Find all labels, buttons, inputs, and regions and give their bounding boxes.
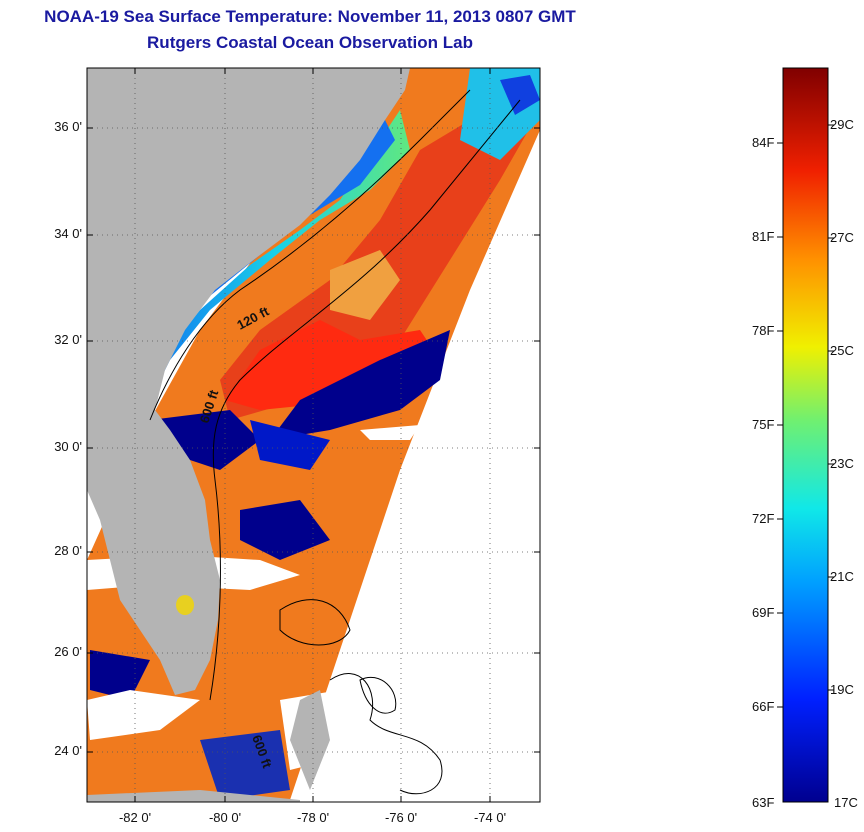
map-subtitle: Rutgers Coastal Ocean Observation Lab [147,33,473,52]
lat-tick-label: 34 0' [54,226,82,241]
colorbar-label-f: 78F [752,323,775,338]
bahamas-banks-contour [329,673,443,795]
colorbar-ticks [777,124,834,708]
land-cuba [87,790,300,802]
bahamas-banks-contour-2 [279,599,351,646]
land-bahamas [290,690,330,790]
colorbar-label-f: 84F [752,135,775,150]
cloud-mask-band-3 [240,500,330,560]
lon-tick-label: -78 0' [296,810,330,825]
colorbar-label-c: 29C [830,117,854,132]
ne-blue-patch [500,75,540,115]
colorbar-label-f: 69F [752,605,775,620]
colorbar-label-c: 25C [830,343,854,358]
colorbar-label-f: 81F [752,229,775,244]
lat-tick-label: 36 0' [54,119,82,134]
colorbar-label-f: 72F [752,511,775,526]
colorbar [782,67,829,803]
lon-tick-label: -76 0' [384,810,418,825]
lat-tick-label: 24 0' [54,743,82,758]
lon-tick-label: -82 0' [118,810,152,825]
colorbar-label-c: 21C [830,569,854,584]
cloud-mask-band-1 [270,330,450,440]
isobath-600ft [209,99,521,701]
colorbar-label-c: 27C [830,230,854,245]
grid-lines [87,68,540,802]
colorbar-label-c: 19C [830,682,854,697]
colorbar-label-c: 17C [834,795,858,810]
warm-eddy [330,250,400,320]
lon-tick-label: -74 0' [473,810,507,825]
colorbar-label-f: 66F [752,699,775,714]
lat-tick-label: 32 0' [54,332,82,347]
lake-okeechobee [176,595,194,615]
lat-tick-label: 28 0' [54,543,82,558]
map-title: NOAA-19 Sea Surface Temperature: Novembe… [44,7,576,26]
colorbar-label-f: 75F [752,417,775,432]
gulf-stream-core [225,320,440,410]
axis-ticks [87,68,540,802]
isobath-120ft [149,89,471,421]
no-data-patch-3 [87,690,200,740]
coastal-shelf-water [140,110,410,400]
cloud-mask-band-5 [90,650,150,700]
cloud-mask-band-6 [200,730,290,800]
colorbar-label-c: 23C [830,456,854,471]
no-data-patch-2 [360,425,420,440]
lon-tick-label: -80 0' [208,810,242,825]
lat-tick-label: 30 0' [54,439,82,454]
land-southeast-us [87,68,410,695]
colorbar-label-f: 63F [752,795,775,810]
cloud-mask-band-4 [250,420,330,470]
bahamas-banks-contour-3 [359,676,397,714]
lat-tick-label: 26 0' [54,644,82,659]
